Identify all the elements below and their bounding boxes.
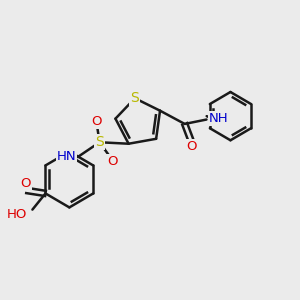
Text: O: O bbox=[107, 155, 118, 168]
Text: S: S bbox=[95, 135, 104, 149]
Text: O: O bbox=[187, 140, 197, 153]
Text: O: O bbox=[20, 177, 31, 190]
Text: O: O bbox=[92, 115, 102, 128]
Text: HO: HO bbox=[7, 208, 27, 221]
Text: S: S bbox=[130, 91, 139, 105]
Text: HN: HN bbox=[57, 150, 76, 163]
Text: NH: NH bbox=[209, 112, 228, 125]
